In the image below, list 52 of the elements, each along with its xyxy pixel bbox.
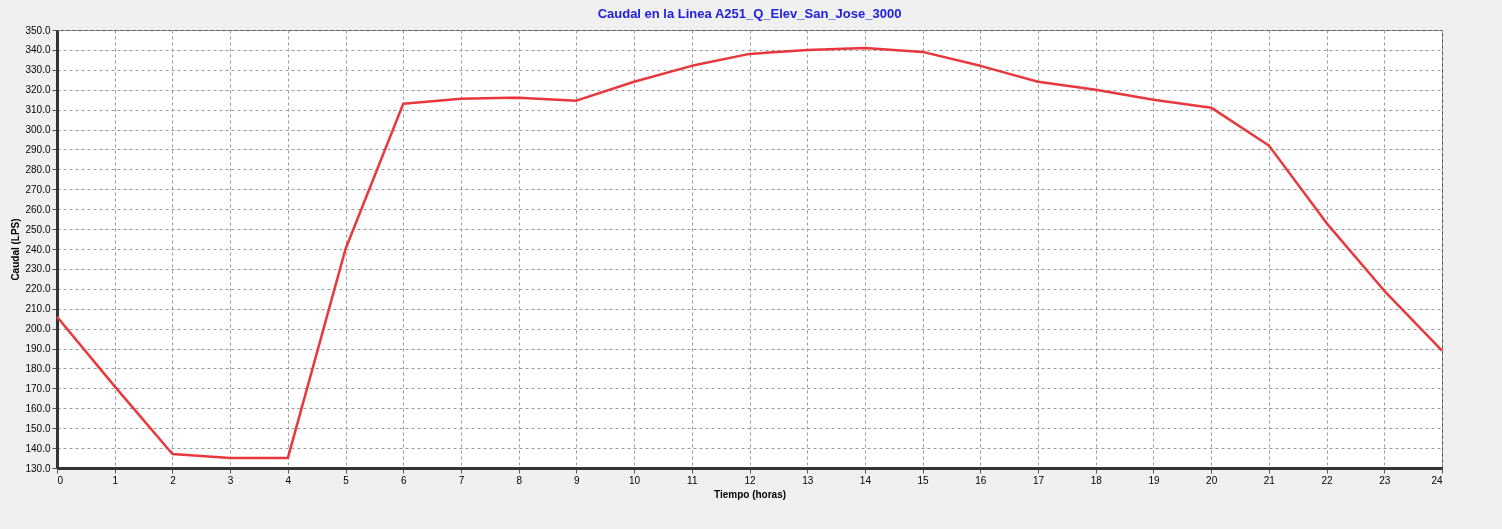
x-tick-label: 13: [802, 474, 814, 486]
y-tick-label: 320.0: [25, 84, 51, 96]
line-series: [55, 46, 1444, 460]
x-tick-label: 21: [1263, 474, 1276, 486]
y-tick-label: 270.0: [25, 183, 51, 195]
x-tick-label: 16: [975, 474, 987, 486]
y-tick-label: 190.0: [25, 343, 51, 355]
y-tick-label: 180.0: [25, 362, 51, 374]
x-tick-label: 20: [1206, 474, 1218, 486]
x-tick-label: 14: [859, 474, 872, 486]
x-tick-label: 11: [687, 474, 698, 486]
x-tick-label: 8: [516, 474, 523, 486]
y-tick-label: 230.0: [25, 263, 51, 275]
y-tick-label: 160.0: [25, 402, 51, 414]
y-tick-label: 340.0: [25, 44, 51, 56]
x-tick-label: 12: [744, 474, 756, 486]
y-tick-label: 200.0: [25, 323, 51, 335]
x-tick-label: 24: [1431, 474, 1443, 486]
x-tick-label: 17: [1032, 474, 1045, 486]
y-tick-label: 140.0: [25, 442, 51, 454]
y-tick-label: 150.0: [25, 422, 51, 434]
y-tick-label: 130.0: [25, 462, 51, 474]
x-tick-label: 1: [112, 474, 119, 486]
y-tick-label: 210.0: [25, 303, 51, 315]
x-axis-title: Tiempo (horas): [713, 488, 787, 500]
y-tick-label: 310.0: [25, 104, 51, 116]
x-tick-label: 9: [574, 474, 581, 486]
x-tick-label: 0: [57, 474, 64, 486]
x-tick-label: 10: [629, 474, 641, 486]
x-tick-label: 22: [1321, 474, 1334, 486]
x-tick-label: 6: [400, 474, 407, 486]
y-tick-label: 170.0: [25, 382, 51, 394]
y-tick-label: 300.0: [25, 124, 51, 136]
x-tick-label: 23: [1379, 474, 1391, 486]
chart-title: Caudal en la Linea A251_Q_Elev_San_Jose_3000: [597, 6, 902, 21]
y-tick-label: 220.0: [25, 283, 51, 295]
x-tick-label: 18: [1090, 474, 1103, 486]
y-tick-label: 250.0: [25, 223, 51, 235]
y-tick-label: 330.0: [25, 64, 51, 76]
x-tick-label: 7: [458, 474, 465, 486]
y-tick-label: 240.0: [25, 243, 51, 255]
y-axis-title: Caudal (LPS): [10, 218, 22, 281]
x-tick-label: 15: [917, 474, 930, 486]
y-tick-label: 260.0: [25, 203, 51, 215]
y-tick-label: 290.0: [25, 143, 51, 155]
y-tick-label: 280.0: [25, 163, 51, 175]
x-tick-label: 2: [170, 474, 177, 486]
x-tick-label: 19: [1148, 474, 1160, 486]
y-tick-label: 350.0: [25, 24, 51, 36]
x-tick-label: 4: [285, 474, 292, 486]
x-tick-label: 5: [343, 474, 350, 486]
x-tick-label: 3: [227, 474, 234, 486]
